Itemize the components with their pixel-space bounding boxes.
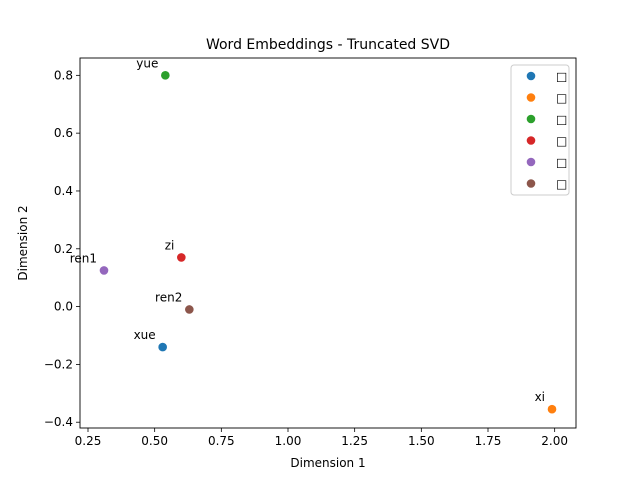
point-label-ren2: ren2 (155, 290, 182, 304)
data-point-xi (547, 404, 557, 414)
y-tick-label: 0.8 (54, 68, 73, 82)
legend-entry-label: □ (556, 156, 567, 170)
y-tick-label: 0.0 (54, 300, 73, 314)
legend: □ □ □ □ □ □ (510, 64, 570, 196)
y-tick-label: −0.4 (44, 415, 73, 429)
point-label-ren1: ren1 (70, 251, 97, 265)
data-point-ren2 (185, 305, 194, 314)
x-tick-label: 0.25 (75, 434, 102, 448)
legend-box (510, 64, 570, 196)
x-axis-label: Dimension 1 (290, 456, 365, 470)
point-label-xue: xue (134, 328, 156, 342)
data-point-yue (161, 71, 170, 80)
legend-entry-label: □ (556, 134, 567, 148)
x-tick-label: 0.50 (141, 434, 168, 448)
x-axis-ticks: 0.25 0.50 0.75 1.00 1.25 1.50 1.75 2.00 (75, 428, 568, 448)
legend-entry-label: □ (556, 177, 567, 191)
legend-entry-label: □ (556, 113, 567, 127)
y-tick-label: 0.6 (54, 126, 73, 140)
y-axis-label: Dimension 2 (16, 205, 30, 280)
x-tick-label: 1.50 (408, 434, 435, 448)
y-tick-label: −0.2 (44, 357, 73, 371)
data-point-zi (177, 253, 186, 262)
legend-marker (526, 179, 536, 188)
legend-marker (526, 157, 536, 167)
x-tick-label: 0.75 (208, 434, 235, 448)
point-label-xi: xi (535, 390, 545, 404)
plot-marks: xue xi yue zi ren1 ren2 (70, 56, 557, 414)
chart-title: Word Embeddings - Truncated SVD (206, 37, 450, 53)
legend-marker (526, 71, 536, 81)
x-tick-label: 1.75 (475, 434, 502, 448)
legend-marker (526, 136, 536, 145)
point-label-yue: yue (136, 56, 158, 70)
data-point-ren1 (99, 266, 109, 275)
legend-marker (526, 93, 536, 102)
y-tick-label: 0.2 (54, 242, 73, 256)
legend-entry-label: □ (556, 91, 567, 105)
x-tick-label: 1.25 (341, 434, 368, 448)
legend-entry-label: □ (556, 70, 567, 84)
x-tick-label: 1.00 (275, 434, 302, 448)
data-point-xue (158, 342, 167, 352)
legend-marker (526, 114, 536, 124)
y-axis-ticks: −0.4 −0.2 0.0 0.2 0.4 0.6 0.8 (44, 68, 80, 429)
y-tick-label: 0.4 (54, 184, 73, 198)
plot-frame (79, 57, 577, 429)
point-label-zi: zi (165, 238, 175, 252)
x-tick-label: 2.00 (541, 434, 568, 448)
